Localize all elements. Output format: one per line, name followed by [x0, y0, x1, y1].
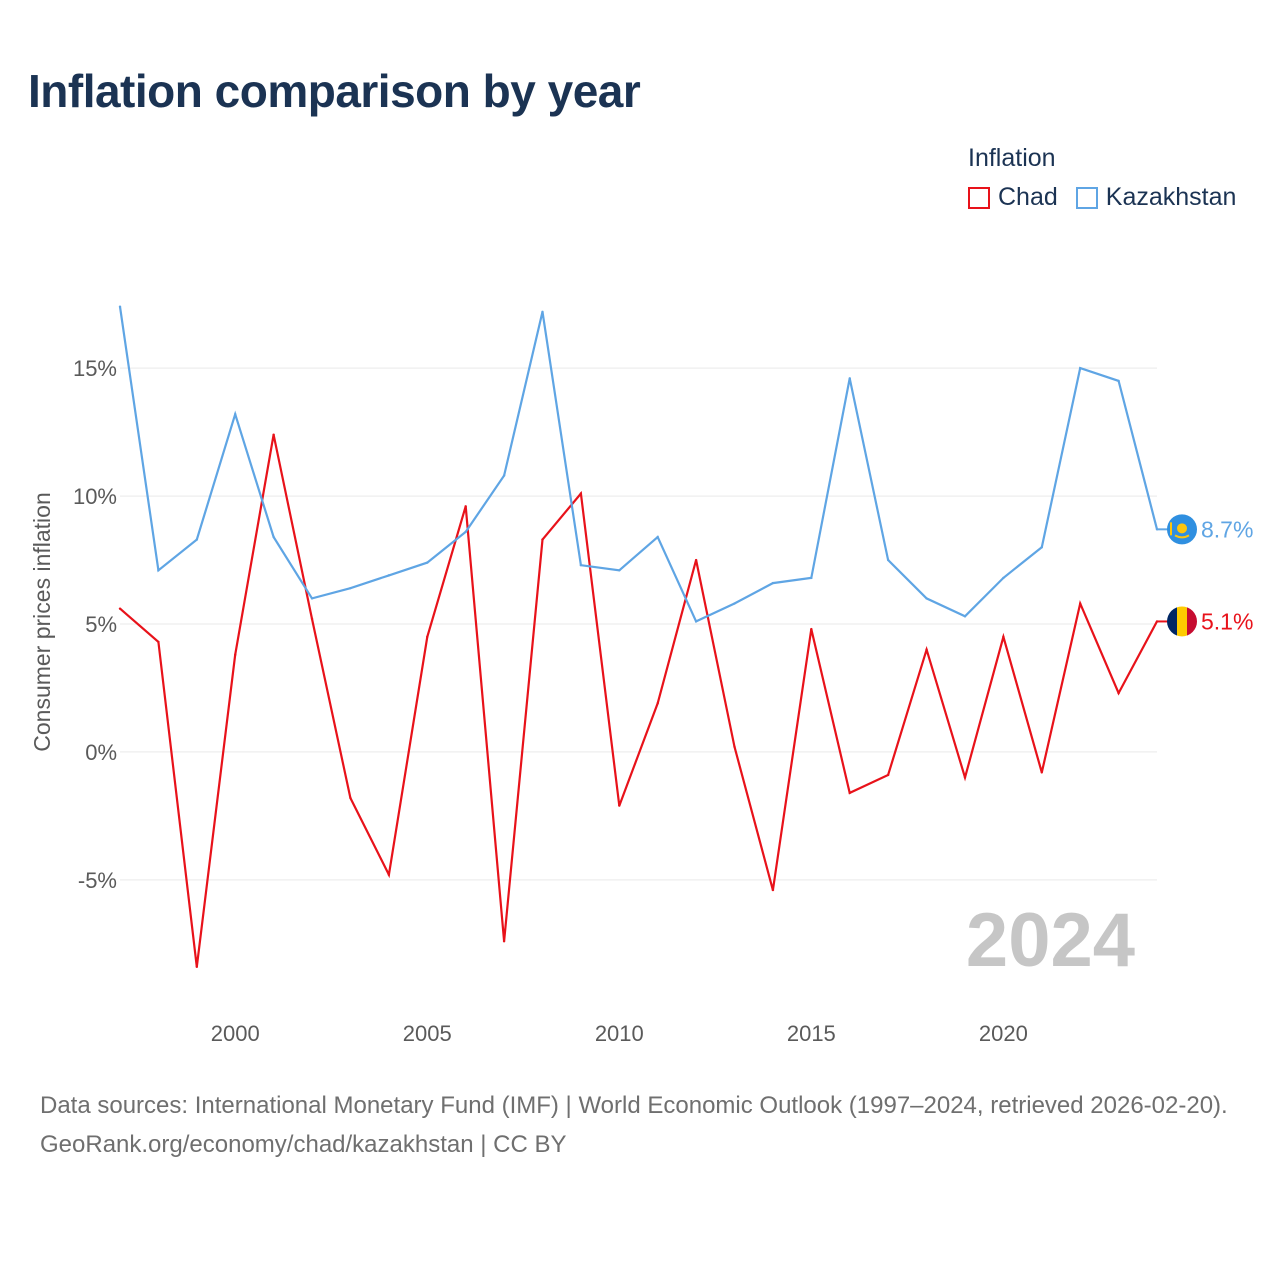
data-point-kazakhstan	[118, 305, 122, 308]
data-sources-prefix: Data sources:	[40, 1092, 195, 1119]
data-sources: Data sources: International Monetary Fun…	[40, 1086, 1250, 1125]
data-point-chad	[234, 653, 237, 656]
legend-items: Chad Kazakhstan	[968, 183, 1236, 212]
kazakhstan-flag-icon	[1167, 514, 1197, 545]
data-point-kazakhstan	[195, 538, 199, 541]
x-tick-label: 2015	[787, 1021, 836, 1046]
data-point-kazakhstan	[387, 574, 391, 577]
data-point-kazakhstan	[810, 576, 813, 580]
data-point-chad	[618, 804, 621, 807]
y-tick-label: 0%	[85, 740, 117, 765]
data-sources-text: International Monetary Fund (IMF) | Worl…	[194, 1092, 1228, 1119]
data-point-chad	[656, 702, 659, 705]
data-point-kazakhstan	[272, 535, 275, 539]
legend-swatch-chad	[968, 186, 990, 209]
legend-swatch-kazakhstan	[1075, 186, 1098, 209]
data-point-chad	[886, 773, 890, 777]
data-point-chad	[272, 433, 275, 436]
data-point-kazakhstan	[656, 535, 659, 539]
data-point-kazakhstan	[349, 586, 352, 590]
x-tick-label: 2020	[979, 1021, 1028, 1046]
y-axis-label: Consumer prices inflation	[29, 492, 55, 752]
x-tick-label: 2000	[211, 1021, 260, 1046]
series-line-kazakhstan	[118, 306, 1159, 623]
data-point-kazakhstan	[310, 597, 314, 600]
data-point-kazakhstan	[848, 377, 851, 380]
data-point-chad	[1002, 635, 1005, 638]
data-point-kazakhstan	[502, 474, 506, 477]
data-point-chad	[157, 640, 160, 644]
credit-link[interactable]: GeoRank.org/economy/chad/kazakhstan | CC…	[40, 1131, 567, 1158]
data-point-chad	[848, 791, 851, 795]
data-point-chad	[118, 607, 122, 610]
data-point-kazakhstan	[1040, 546, 1043, 549]
data-point-kazakhstan	[464, 530, 467, 534]
legend-item-chad[interactable]: Chad	[968, 183, 1058, 212]
data-point-chad	[310, 617, 314, 621]
data-point-kazakhstan	[426, 561, 429, 564]
y-tick-label: 10%	[73, 484, 117, 509]
y-tick-label: 5%	[85, 612, 117, 637]
y-tick-label: -5%	[78, 868, 117, 893]
data-point-chad	[195, 965, 199, 969]
data-point-kazakhstan	[618, 569, 621, 572]
inflation-line-chart: -5% 0% 5% 10% 15% 2000 2005 2010 2015 2020 Consume…	[29, 305, 1253, 1046]
legend-item-kazakhstan[interactable]: Kazakhstan	[1075, 183, 1237, 212]
data-point-chad	[733, 745, 736, 749]
legend-label-kazakhstan: Kazakhstan	[1105, 183, 1237, 211]
data-point-kazakhstan	[1117, 379, 1120, 383]
x-tick-label: 2010	[595, 1021, 644, 1046]
data-point-chad	[925, 648, 928, 651]
data-point-chad	[694, 558, 698, 562]
end-value-label-chad: 5.1%	[1201, 608, 1253, 634]
data-point-chad	[541, 538, 544, 541]
data-point-kazakhstan	[1078, 366, 1082, 370]
data-point-chad	[579, 492, 583, 495]
data-point-chad	[464, 505, 467, 508]
chad-flag-icon	[1167, 606, 1197, 637]
data-point-kazakhstan	[963, 615, 967, 618]
data-point-kazakhstan	[694, 620, 698, 623]
data-point-chad	[1040, 771, 1043, 774]
data-point-chad	[1117, 691, 1120, 695]
y-tick-label: 15%	[73, 356, 117, 381]
data-point-kazakhstan	[1002, 576, 1005, 580]
series-line-chad	[119, 434, 1158, 968]
data-point-kazakhstan	[541, 310, 544, 314]
data-point-chad	[349, 796, 352, 800]
data-point-kazakhstan	[157, 569, 160, 572]
data-point-chad	[426, 635, 429, 638]
data-point-chad	[502, 940, 506, 943]
end-value-label-kazakhstan: 8.7%	[1201, 516, 1253, 542]
data-point-kazakhstan	[886, 558, 890, 562]
data-point-kazakhstan	[579, 563, 583, 567]
year-watermark: 2024	[966, 898, 1135, 983]
page-title: Inflation comparison by year	[28, 65, 641, 117]
footer: Data sources: International Monetary Fun…	[40, 1086, 1250, 1164]
data-point-kazakhstan	[771, 581, 775, 585]
data-point-kazakhstan	[925, 597, 928, 600]
legend-label-chad: Chad	[998, 183, 1058, 211]
legend: Inflation Chad Kazakhstan	[968, 144, 1236, 212]
data-point-chad	[771, 888, 775, 892]
x-tick-label: 2005	[403, 1021, 452, 1046]
data-point-chad	[1078, 602, 1082, 605]
data-point-chad	[387, 873, 391, 876]
data-point-kazakhstan	[234, 412, 237, 416]
data-point-chad	[810, 627, 813, 631]
data-point-chad	[963, 776, 967, 779]
data-point-kazakhstan	[733, 602, 736, 605]
legend-title: Inflation	[968, 144, 1056, 172]
